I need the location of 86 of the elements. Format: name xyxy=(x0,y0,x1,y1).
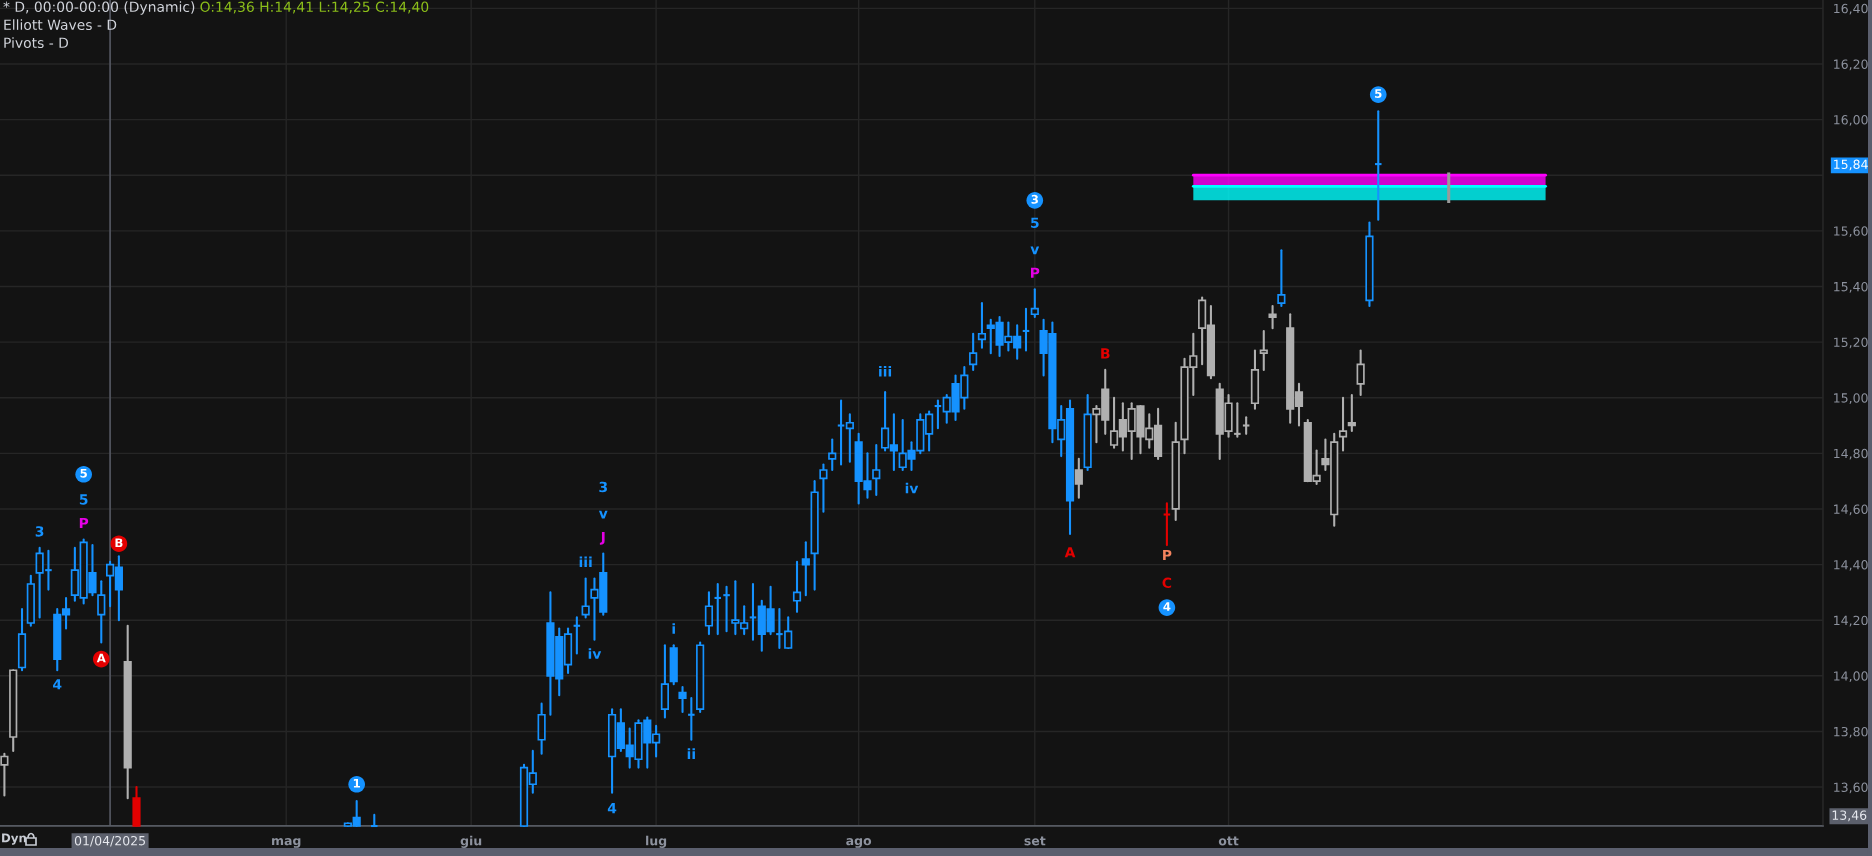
y-tick-label: 16,20 xyxy=(1834,59,1868,71)
annotation: P xyxy=(79,517,89,529)
candlestick xyxy=(1277,249,1286,307)
annotation: J xyxy=(599,531,605,545)
y-tick-label: 16,00 xyxy=(1834,115,1868,126)
annotation: 3 xyxy=(599,481,607,493)
y-tick-label: 14,80 xyxy=(1834,448,1868,460)
candlestick xyxy=(0,752,9,797)
annotation: iv xyxy=(588,648,602,659)
annotation: 4 xyxy=(53,679,62,690)
candlestick xyxy=(678,685,687,714)
x-tick-label: ott xyxy=(1218,836,1239,846)
y-tick-label: 15,84 xyxy=(1834,159,1868,171)
text: Dyn xyxy=(2,833,26,845)
annotation: Pivots - D xyxy=(4,37,69,49)
candlestick xyxy=(704,591,714,636)
candlestick xyxy=(836,399,846,466)
annotation: Elliott Waves - D xyxy=(4,19,117,31)
y-tick-label: 15,00 xyxy=(1834,393,1868,404)
annotation: P xyxy=(1163,549,1172,561)
candlestick xyxy=(1373,110,1383,221)
annotation: 5 xyxy=(1031,217,1039,228)
annotation: v xyxy=(598,510,608,519)
annotation: 3 xyxy=(1031,194,1038,204)
annotation: 3 xyxy=(35,526,44,537)
x-tick-label: lug xyxy=(646,835,667,848)
annotation: i xyxy=(672,623,675,634)
candlestick xyxy=(713,583,723,636)
y-tick-label: 14,20 xyxy=(1834,615,1868,627)
candlestick xyxy=(687,697,696,741)
candlestick xyxy=(1074,457,1083,499)
candlestick xyxy=(828,438,837,472)
candlestick xyxy=(1347,393,1356,433)
annotation: C xyxy=(1162,577,1172,589)
annotation: P xyxy=(1030,267,1040,278)
candlestick xyxy=(1241,416,1251,435)
candlestick xyxy=(969,332,978,371)
candlestick xyxy=(722,585,731,633)
candlestick xyxy=(792,560,802,613)
annotation: iv xyxy=(905,482,919,494)
annotation: iii xyxy=(579,556,592,568)
candlestick xyxy=(1030,288,1039,319)
annotation: A xyxy=(96,653,106,663)
x-tick-label: ago xyxy=(846,838,872,848)
candlestick xyxy=(977,302,987,349)
y-tick-label: 15,60 xyxy=(1834,226,1868,238)
annotation: ii xyxy=(687,748,695,759)
annotation: B xyxy=(115,538,123,547)
candlestick xyxy=(1356,349,1365,396)
x-tick-label: giu xyxy=(460,835,482,848)
y-tick-label: 14,00 xyxy=(1834,671,1868,683)
annotation: 5 xyxy=(79,494,88,505)
candlestick xyxy=(1259,329,1268,371)
y-tick-label: 13,60 xyxy=(1834,782,1868,794)
annotation: 4 xyxy=(1163,602,1171,611)
y-tick-label: 15,40 xyxy=(1834,281,1868,293)
annotation: 5 xyxy=(1375,89,1382,98)
y-tick-label: 15,20 xyxy=(1834,337,1868,349)
y-tick-label: 14,40 xyxy=(1834,560,1868,571)
candlestick xyxy=(872,443,881,497)
annotation: B xyxy=(1101,348,1110,359)
y-tick-label: 14,60 xyxy=(1834,504,1868,516)
candlestick xyxy=(801,541,810,597)
ref-line-label: 13,46 xyxy=(1832,810,1867,822)
annotation: iii xyxy=(879,365,892,377)
candlestick xyxy=(1338,396,1348,452)
chart-title: * D, 00:00-00:00 (Dynamic) xyxy=(3,1,195,15)
annotation: A xyxy=(1064,547,1076,558)
candlestick xyxy=(1162,502,1172,547)
annotation: 5 xyxy=(80,468,87,478)
annotation: 4 xyxy=(607,803,617,814)
x-tick-label: 01/04/2025 xyxy=(74,835,146,847)
annotation: v xyxy=(1030,246,1040,255)
candlestick xyxy=(1233,402,1242,438)
candlestick xyxy=(97,580,106,644)
y-tick-label: 16,40 xyxy=(1834,3,1868,15)
candlestick xyxy=(369,813,379,828)
annotation: 1 xyxy=(353,778,360,788)
candlestick xyxy=(581,577,590,619)
x-tick-label: set xyxy=(1024,836,1046,846)
candlestick xyxy=(845,413,854,463)
candlestick xyxy=(819,463,828,513)
chart-subtitle: O:14,36 H:14,41 L:14,25 C:14,40 xyxy=(200,1,429,14)
y-tick-label: 13,80 xyxy=(1834,726,1868,738)
candlestick xyxy=(1268,304,1277,330)
x-tick-label: mag xyxy=(272,838,301,848)
